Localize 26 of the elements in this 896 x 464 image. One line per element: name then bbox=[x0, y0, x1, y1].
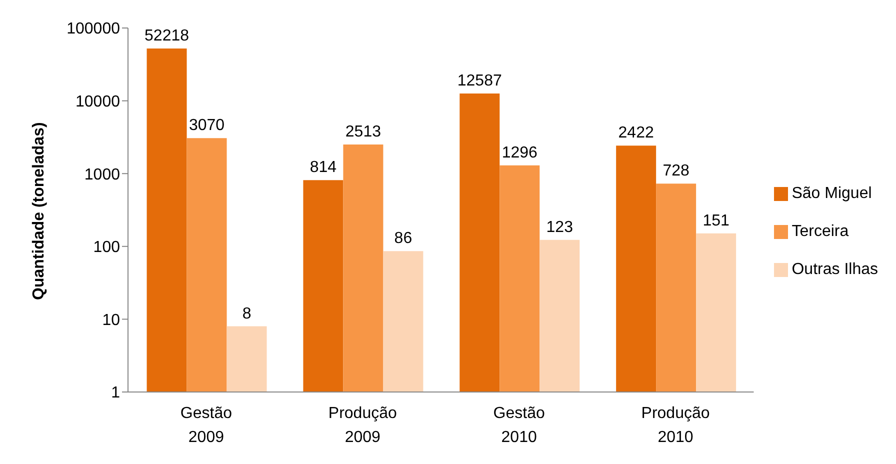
x-tick-label: Gestão 2010 bbox=[493, 405, 545, 446]
data-label: 52218 bbox=[144, 28, 190, 45]
data-label: 3070 bbox=[188, 117, 225, 134]
y-tick-label: 1000 bbox=[84, 166, 120, 184]
data-label: 728 bbox=[662, 162, 690, 180]
y-tick-label: 100000 bbox=[66, 20, 120, 38]
legend-label: Terceira bbox=[792, 223, 849, 240]
y-tick-label: 10 bbox=[102, 312, 120, 329]
data-label: 2513 bbox=[345, 123, 382, 140]
legend-label: São Miguel bbox=[792, 185, 872, 202]
data-label: 2422 bbox=[618, 124, 654, 142]
data-label: 151 bbox=[702, 212, 730, 230]
data-label: 12587 bbox=[457, 72, 502, 90]
y-axis-title: Quantidade (toneladas) bbox=[30, 122, 48, 300]
data-label: 8 bbox=[242, 305, 252, 322]
x-tick-label: Produção 2010 bbox=[641, 405, 710, 446]
legend-label: Outras Ilhas bbox=[792, 261, 878, 278]
data-label: 86 bbox=[394, 230, 412, 248]
data-label: 123 bbox=[546, 218, 574, 236]
x-tick-label: Produção 2009 bbox=[328, 405, 397, 446]
data-label: 814 bbox=[310, 159, 337, 176]
y-tick-label: 100 bbox=[93, 239, 120, 256]
y-tick-label: 10000 bbox=[76, 93, 120, 110]
y-tick-label: 1 bbox=[111, 384, 120, 402]
x-tick-label: Gestão 2009 bbox=[180, 405, 232, 446]
data-label: 1296 bbox=[502, 144, 538, 162]
